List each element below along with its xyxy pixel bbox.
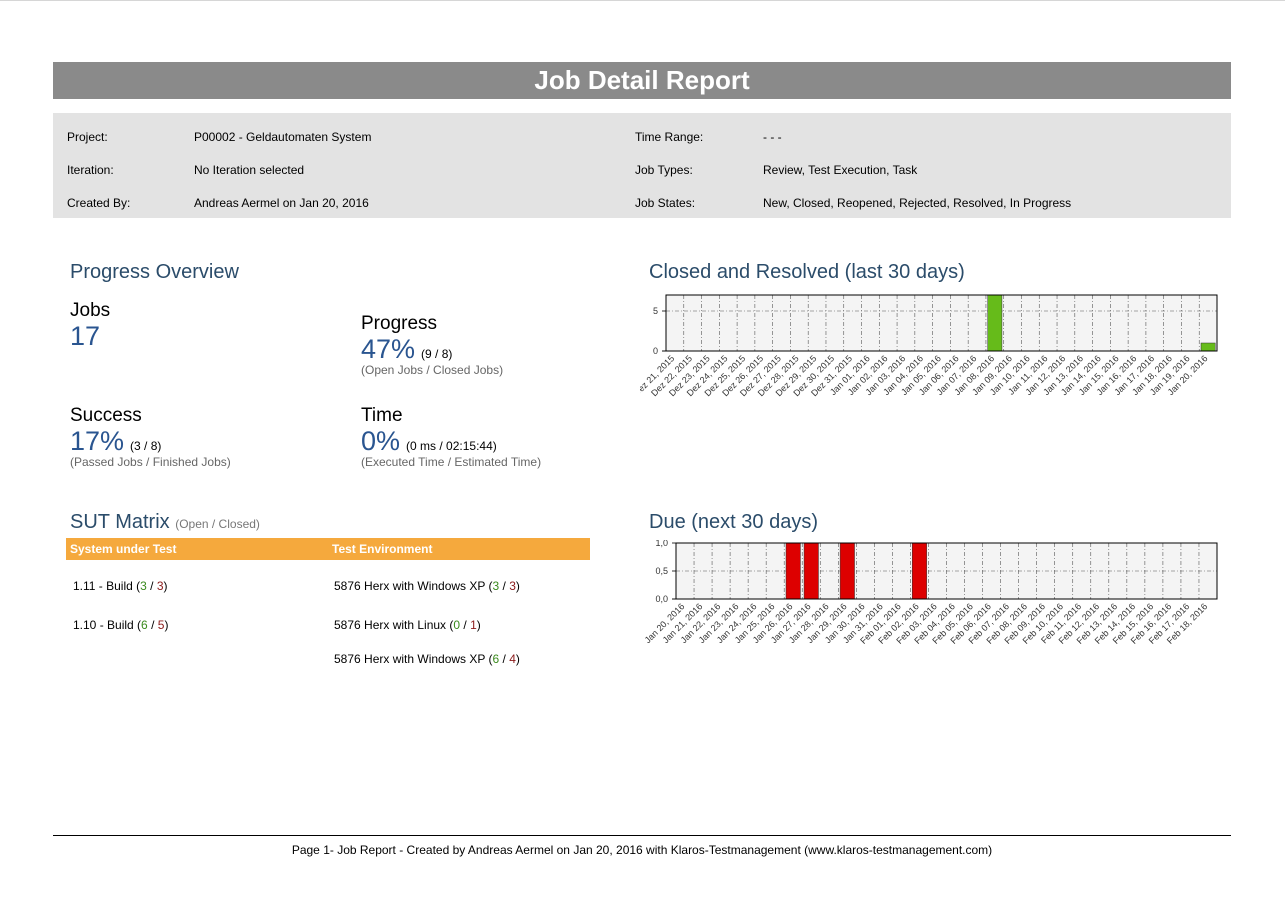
iteration-value: No Iteration selected xyxy=(194,163,305,177)
project-label: Project: xyxy=(67,130,108,144)
progress-percent: 47% xyxy=(361,334,416,364)
bar xyxy=(839,542,855,600)
open-count: 6 xyxy=(141,618,148,632)
due-chart: 0,0 0,5 1,0 Jan 20, 2016 Jan 21, 2016 Jan 22,… xyxy=(640,540,1230,670)
progress-overview-title: Progress Overview xyxy=(70,261,239,283)
col-test-environment: Test Environment xyxy=(332,542,433,556)
page-footer: Page 1- Job Report - Created by Andreas … xyxy=(291,843,993,857)
plot-area xyxy=(666,295,1217,351)
created-by-label: Created By: xyxy=(67,196,131,210)
sut-matrix-title: SUT Matrix (Open / Closed) xyxy=(70,511,260,534)
env-name: 5876 Herx with Linux xyxy=(334,618,447,632)
bar xyxy=(803,542,819,600)
progress-detail: (9 / 8) xyxy=(421,347,453,361)
project-value: P00002 - Geldautomaten System xyxy=(194,130,372,144)
closed-resolved-chart-title: Closed and Resolved (last 30 days) xyxy=(649,261,965,283)
success-percent: 17% xyxy=(70,426,125,456)
time-percent: 0% xyxy=(361,426,401,456)
report-meta-panel: Project: P00002 - Geldautomaten System I… xyxy=(53,113,1231,218)
closed-count: 4 xyxy=(509,652,516,666)
progress-value: 47% (9 / 8) xyxy=(361,334,452,365)
job-states-label: Job States: xyxy=(635,196,696,210)
closed-count: 3 xyxy=(156,579,164,593)
col-system-under-test: System under Test xyxy=(70,542,177,556)
closed-count: 3 xyxy=(509,579,516,593)
y-tick-label: 0 xyxy=(653,346,658,356)
closed-count: 5 xyxy=(157,618,165,632)
y-tick-label: 0,5 xyxy=(655,566,668,576)
success-detail: (3 / 8) xyxy=(130,439,162,453)
y-tick-label: 1,0 xyxy=(655,540,668,548)
y-tick-label: 0,0 xyxy=(655,594,668,604)
job-states-value: New, Closed, Reopened, Rejected, Resolve… xyxy=(763,196,1072,210)
open-count: 3 xyxy=(492,579,500,593)
sut-matrix-subtitle: (Open / Closed) xyxy=(175,517,260,531)
sut-name: 1.10 - Build xyxy=(73,618,134,632)
time-range-label: Time Range: xyxy=(635,130,704,144)
env-name: 5876 Herx with Windows XP xyxy=(334,652,486,666)
time-value: 0% (0 ms / 02:15:44) xyxy=(361,426,497,457)
job-types-value: Review, Test Execution, Task xyxy=(763,163,918,177)
closed-resolved-chart: 0 5 Dez 21, 2015 Dez 22, 2015 Dez 23, 2015 De… xyxy=(640,290,1230,420)
open-count: 0 xyxy=(453,618,461,632)
time-range-value: - - - xyxy=(763,130,782,144)
open-count: 3 xyxy=(140,579,147,593)
time-label: Time xyxy=(361,405,403,426)
iteration-label: Iteration: xyxy=(67,163,114,177)
bar xyxy=(911,542,927,600)
closed-count: 1 xyxy=(470,618,477,632)
progress-note: (Open Jobs / Closed Jobs) xyxy=(361,363,504,377)
bar xyxy=(785,542,801,600)
sut-matrix-header: System under Test Test Environment xyxy=(66,538,590,560)
success-note: (Passed Jobs / Finished Jobs) xyxy=(70,455,231,469)
env-name: 5876 Herx with Windows XP xyxy=(334,579,486,593)
footer-divider xyxy=(53,835,1231,836)
report-title: Job Detail Report xyxy=(53,62,1231,99)
top-border xyxy=(0,0,1285,1)
success-label: Success xyxy=(70,405,142,426)
time-detail: (0 ms / 02:15:44) xyxy=(406,439,497,453)
bar xyxy=(1200,342,1216,352)
sut-name: 1.11 - Build xyxy=(73,579,133,593)
time-note: (Executed Time / Estimated Time) xyxy=(361,455,542,469)
sut-row-system: 1.11 - Build (3 / 3) xyxy=(73,579,168,593)
bar xyxy=(987,294,1003,352)
sut-row-environment: 5876 Herx with Windows XP (6 / 4) xyxy=(334,652,520,666)
jobs-value: 17 xyxy=(70,321,101,351)
job-types-label: Job Types: xyxy=(635,163,693,177)
success-value: 17% (3 / 8) xyxy=(70,426,161,457)
sut-row-system: 1.10 - Build (6 / 5) xyxy=(73,618,169,632)
sut-row-environment: 5876 Herx with Windows XP (3 / 3) xyxy=(334,579,520,593)
sut-row-environment: 5876 Herx with Linux (0 / 1) xyxy=(334,618,481,632)
created-by-value: Andreas Aermel on Jan 20, 2016 xyxy=(194,196,369,210)
sut-matrix-heading: SUT Matrix xyxy=(70,511,170,533)
due-chart-title: Due (next 30 days) xyxy=(649,511,818,533)
progress-label: Progress xyxy=(361,313,438,334)
open-count: 6 xyxy=(492,652,500,666)
jobs-label: Jobs xyxy=(70,300,111,321)
y-tick-label: 5 xyxy=(653,306,658,316)
